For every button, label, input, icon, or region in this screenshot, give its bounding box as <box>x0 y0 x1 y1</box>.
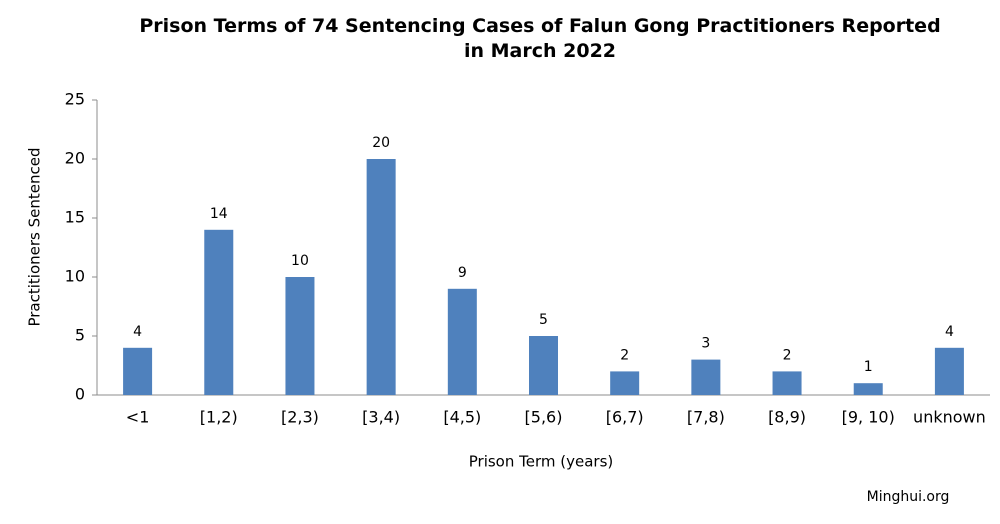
value-label: 3 <box>701 336 710 352</box>
value-label: 2 <box>620 347 629 363</box>
source: Minghui.org <box>867 489 950 505</box>
value-label: 14 <box>210 206 228 222</box>
y-tick-label: 0 <box>75 385 85 404</box>
x-tick-label: [6,7) <box>606 408 644 427</box>
bar <box>123 347 153 395</box>
y-tick-label: 20 <box>65 149 85 168</box>
x-tick-label: [2,3) <box>281 408 319 427</box>
y-tick-label: 5 <box>75 326 85 345</box>
value-label: 9 <box>458 265 467 281</box>
bar <box>853 383 883 395</box>
x-tick-label: [7,8) <box>687 408 725 427</box>
chart-title: Prison Terms of 74 Sentencing Cases of F… <box>139 15 941 62</box>
y-tick-label: 10 <box>65 267 85 286</box>
bar <box>934 347 964 395</box>
value-label: 10 <box>291 253 309 269</box>
value-label: 20 <box>372 135 390 151</box>
value-label: 5 <box>539 312 548 328</box>
x-tick-label: [4,5) <box>443 408 481 427</box>
x-tick-label: <1 <box>126 408 150 427</box>
x-tick-label: [9, 10) <box>842 408 895 427</box>
x-tick-label: unknown <box>913 408 986 427</box>
y-axis-label: Practitioners Sentenced <box>26 147 44 326</box>
bar <box>529 336 558 395</box>
value-label: 1 <box>864 359 873 375</box>
bar <box>772 371 802 395</box>
value-label: 4 <box>133 324 142 340</box>
x-tick-label: [8,9) <box>768 408 806 427</box>
y-tick-label: 25 <box>65 90 85 109</box>
value-label: 4 <box>945 324 954 340</box>
bar <box>447 288 477 395</box>
y-tick-label: 15 <box>65 208 85 227</box>
bar <box>691 359 721 395</box>
bar <box>610 371 640 395</box>
bar <box>366 159 396 395</box>
bar <box>204 229 234 395</box>
bar <box>285 277 315 395</box>
value-label: 2 <box>783 347 792 363</box>
x-axis-label: Prison Term (years) <box>469 453 614 471</box>
x-tick-label: [3,4) <box>362 408 400 427</box>
x-tick-label: [1,2) <box>200 408 238 427</box>
x-tick-label: [5,6) <box>525 408 563 427</box>
